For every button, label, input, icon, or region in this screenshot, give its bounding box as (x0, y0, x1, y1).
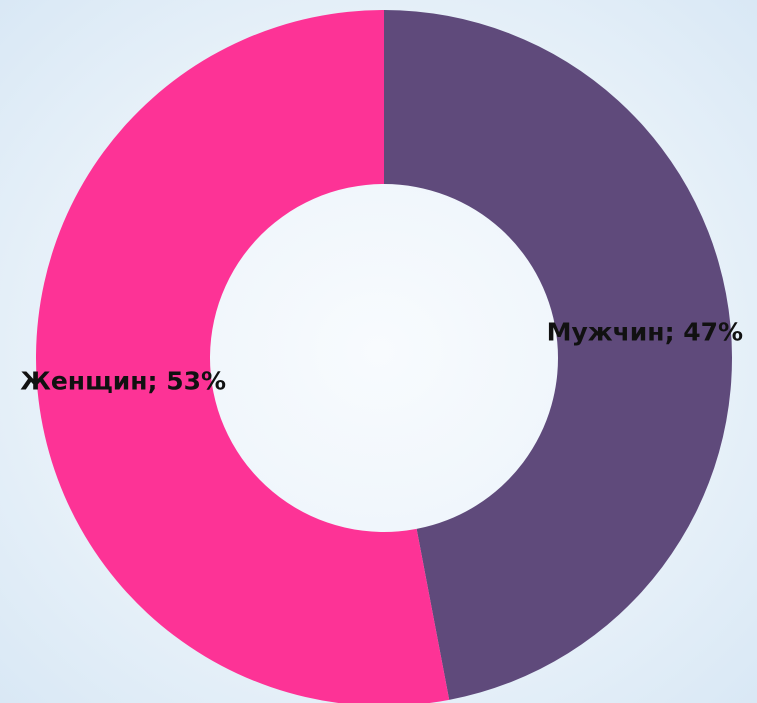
donut-slice (36, 10, 450, 703)
data-label: Женщин; 53% (20, 367, 226, 396)
donut-slice (384, 10, 732, 700)
data-label: Мужчин; 47% (547, 317, 744, 346)
